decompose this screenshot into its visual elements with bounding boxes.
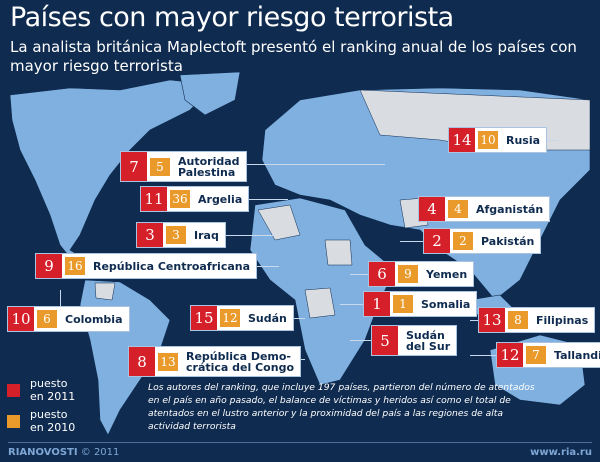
country-label: 10 6 Colombia [8,307,129,331]
country-label: 6 9 Yemen [369,262,474,286]
rank-2010: 4 [448,200,468,218]
rank-2011: 13 [479,308,505,332]
country-label: 1 1 Somalia [364,292,477,316]
leader-line [215,235,275,236]
country-name: Tallandia [554,348,600,362]
legend-label-2010: puesto en 2010 [30,408,76,434]
leader-line [340,304,364,305]
country-label: 15 12 Sudán [191,306,293,330]
rank-2010: 12 [220,309,240,327]
country-name: Rusia [506,133,541,147]
rank-2011: 11 [141,187,167,211]
footer-divider [8,442,592,443]
country-name: Somalia [421,297,471,311]
leader-line [350,274,369,275]
legend-swatch-2011 [7,383,20,397]
legend-swatch-2010 [7,414,20,428]
legend-2011: puesto en 2011 [7,377,75,403]
leader-line [470,320,479,321]
rank-2010: 5 [150,157,170,176]
rank-2010: 1 [393,295,413,313]
rank-2011: 14 [449,128,475,152]
rank-2010: 3 [166,226,186,244]
greenland [179,71,241,116]
rank-2011: 7 [121,152,147,181]
country-name: Sudán [248,311,287,325]
country-label: 3 3 Iraq [137,223,225,247]
highlight-drc [304,287,336,319]
leader-line [228,199,288,200]
rank-2011: 5 [372,326,398,355]
country-name: Iraq [194,228,219,242]
country-label: 4 4 Afganistán [419,197,550,221]
rank-2010: 13 [158,352,178,371]
leader-line [470,355,497,356]
highlight-colombia [94,282,116,301]
country-name: Argelia [198,192,243,206]
rank-2011: 10 [8,307,34,331]
leader-line [245,164,385,165]
footer-url[interactable]: www.ria.ru [530,447,592,458]
rank-2011: 3 [137,223,163,247]
country-label: 9 16 República Centroafricana [36,254,257,278]
country-label: 127 Tallandia [497,343,600,367]
country-label: 8 13 República Demo- crática del Congo [129,347,300,376]
country-name: Sudán del Sur [406,328,451,353]
country-name: Pakistán [481,234,535,248]
methodology-note: Los autores del ranking, que incluye 197… [148,382,535,432]
legend-label-2011: puesto en 2011 [30,377,76,403]
footer-brand: RIANOVOSTI © 2011 [8,447,119,458]
brand-logo: RIANOVOSTI [8,447,78,458]
country-name: Autoridad Palestina [178,154,240,179]
highlight-sudan [324,239,353,266]
legend-2010: puesto en 2010 [7,408,75,434]
rank-2010: 10 [478,131,498,149]
country-name: Filipinas [536,313,589,327]
rank-2011: 6 [369,262,395,286]
rank-2010: 7 [526,346,546,364]
copyright: © 2011 [80,447,120,458]
rank-2011: 8 [129,347,155,376]
rank-2010: 2 [453,232,473,250]
rank-2010: 16 [65,257,85,275]
country-label: 5 Sudán del Sur [372,326,457,355]
country-name: República Demo- crática del Congo [186,349,294,374]
country-name: Afganistán [476,202,544,216]
country-label: 11 36 Argelia [141,187,249,211]
page-subtitle: La analista británica Maplectoft present… [10,38,577,75]
rank-2010: 6 [37,310,57,328]
country-name: Colombia [65,312,123,326]
rank-2010: 9 [398,265,418,283]
country-name: Yemen [426,267,468,281]
rank-2011: 4 [419,197,445,221]
rank-2011: 12 [497,343,523,367]
rank-2011: 15 [191,306,217,330]
rank-2010: 8 [508,311,528,329]
country-label: 2 2 Pakistán [424,229,541,253]
page-title: Países con mayor riesgo terrorista [10,2,454,33]
country-label: 13 8 Filipinas [479,308,595,332]
country-name: República Centroafricana [93,259,251,273]
country-label: 7 5 Autoridad Palestina [121,152,246,181]
rank-2010: 36 [170,190,190,208]
leader-line [350,340,372,341]
rank-2011: 1 [364,292,390,316]
highlight-algeria [257,204,301,241]
country-label: 14 10 Rusia [449,128,547,152]
leader-line [400,241,424,242]
leader-line [60,290,61,307]
rank-2011: 2 [424,229,450,253]
rank-2011: 9 [36,254,62,278]
